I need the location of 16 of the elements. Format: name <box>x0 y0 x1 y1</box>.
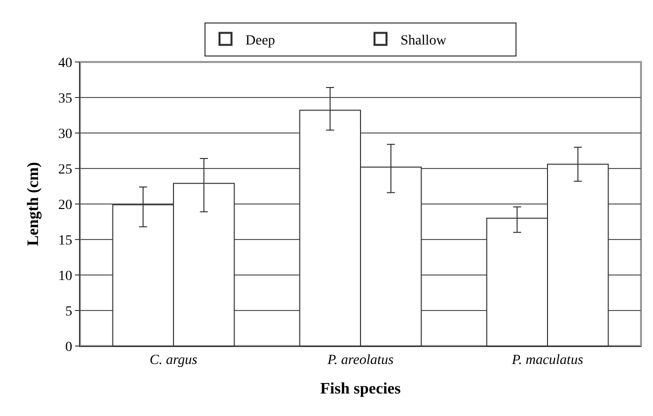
legend-label: Shallow <box>400 33 448 48</box>
y-tick-label: 40 <box>58 56 72 71</box>
y-tick-label: 0 <box>65 340 72 355</box>
y-tick-label: 35 <box>58 91 72 106</box>
y-tick-label: 25 <box>58 162 72 178</box>
x-tick-label: C. argus <box>150 352 198 368</box>
x-tick-label: P. maculatus <box>510 352 584 368</box>
y-tick-label: 20 <box>58 198 72 213</box>
x-axis-title: Fish species <box>320 380 401 398</box>
y-tick-label: 10 <box>58 268 72 284</box>
legend-label: Deep <box>246 33 276 48</box>
x-tick-label: P. areolatus <box>326 352 394 368</box>
y-axis-title: Length (cm) <box>25 162 42 246</box>
y-tick-label: 5 <box>65 304 72 320</box>
y-tick-label: 15 <box>58 233 72 248</box>
y-tick-label: 30 <box>58 126 72 142</box>
